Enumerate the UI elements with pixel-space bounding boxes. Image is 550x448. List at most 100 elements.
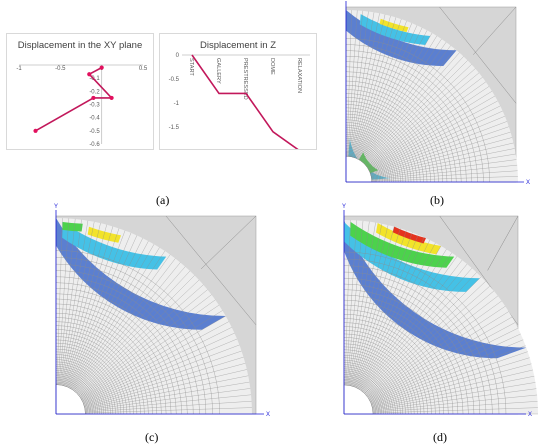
mesh-radial	[366, 81, 486, 168]
mesh-radial	[372, 363, 532, 407]
mesh-radial	[77, 279, 200, 395]
x-category-label: RELAXATION	[296, 58, 302, 93]
mesh-radial	[83, 338, 238, 403]
mesh-radial	[65, 228, 120, 387]
mesh-radial	[75, 270, 191, 393]
mesh-radial	[85, 401, 252, 413]
x-tick-label: 0.5	[139, 66, 148, 72]
mesh-radial	[372, 369, 533, 408]
fem-mesh-d: XY	[342, 204, 538, 418]
z-chart-plot: 0-0.5-1-1.5-2-2.5STARTGALLERYPRESTRESSED…	[169, 53, 310, 149]
mesh-radial	[362, 263, 468, 392]
mesh-radial	[367, 300, 502, 398]
mesh-radial	[371, 351, 528, 405]
mesh-radial	[373, 407, 538, 414]
xy-series-line	[35, 66, 114, 132]
mesh-radial	[84, 356, 244, 406]
mesh-radial	[85, 394, 252, 412]
mesh-radial	[363, 56, 464, 164]
mesh-radial	[360, 256, 458, 391]
outer-boundary-line	[439, 6, 517, 104]
mesh-radial	[69, 241, 149, 389]
mesh-radial	[79, 294, 212, 397]
mesh-radial	[371, 345, 526, 404]
contour-band	[56, 218, 226, 330]
y-tick-label: -0.6	[89, 142, 100, 148]
mesh-radial	[81, 321, 229, 401]
mesh-radial	[368, 100, 498, 170]
xy-chart-plot: -1-0.500.5-0.1-0.2-0.3-0.4-0.5-0.6	[16, 64, 148, 148]
x-axis-label: X	[528, 412, 532, 418]
mesh-radial	[369, 116, 505, 173]
x-axis-label: X	[266, 412, 270, 418]
mesh-radial	[351, 226, 395, 386]
mesh-radial	[83, 350, 242, 405]
mesh-radial	[364, 60, 468, 164]
diagonal-line	[200, 215, 257, 270]
mesh-radial	[344, 220, 351, 385]
mesh-radial	[371, 176, 518, 182]
mesh-radial	[61, 221, 95, 386]
mesh-radial	[365, 285, 490, 395]
x-category-label: DOME	[269, 58, 275, 75]
mesh-radial	[346, 220, 364, 386]
mesh-radial	[358, 32, 433, 160]
mesh-radial	[370, 131, 511, 175]
contour-band	[87, 226, 122, 243]
y-axis-label: Y	[342, 204, 346, 210]
mesh-radial	[359, 35, 437, 161]
mesh-radial	[348, 10, 364, 157]
mesh-radial	[370, 126, 509, 174]
y-tick-label: 0	[176, 53, 180, 59]
mesh-radial	[84, 363, 246, 407]
mesh-radial	[357, 27, 423, 159]
mesh-radial	[354, 234, 419, 388]
mesh-radial	[73, 254, 171, 391]
mesh-radial	[371, 164, 518, 180]
mesh-radial	[370, 121, 508, 174]
mesh-radial	[354, 19, 402, 158]
mesh-radial	[371, 153, 516, 178]
diagonal-line	[487, 215, 519, 271]
mesh-radial	[368, 311, 509, 399]
mesh-radial	[82, 327, 232, 402]
mesh-radial	[71, 247, 160, 390]
contour-band	[344, 221, 480, 292]
contour-band	[62, 222, 167, 270]
mesh-radial	[80, 310, 223, 399]
caption-d: (d)	[433, 430, 447, 444]
caption-a: (a)	[156, 193, 170, 207]
mesh-radial	[80, 304, 220, 398]
xy-data-point	[109, 95, 114, 101]
mesh-radial	[363, 268, 473, 393]
mesh-radial	[353, 230, 407, 387]
z-displacement-chart: Displacement in Z 0-0.5-1-1.5-2-2.5START…	[159, 33, 317, 150]
mesh-radial	[85, 388, 251, 411]
contour-band	[379, 18, 409, 33]
mesh-radial	[365, 68, 476, 166]
mesh-radial	[347, 10, 358, 157]
mesh-radial	[362, 48, 456, 163]
mesh-radial	[363, 272, 477, 393]
mesh-radial	[369, 316, 513, 400]
mesh-radial	[368, 95, 496, 170]
mesh-radial	[63, 224, 107, 386]
mesh-radial	[67, 235, 138, 388]
mesh-radial	[350, 225, 389, 386]
mesh-radial	[352, 228, 401, 387]
xy-displacement-chart: Displacement in the XY plane -1-0.500.5-…	[6, 33, 154, 150]
y-tick-label: -0.2	[89, 89, 100, 95]
z-series-line	[191, 54, 299, 149]
mesh-radial	[370, 339, 524, 404]
mesh-radial	[349, 11, 369, 157]
mesh-radial	[351, 14, 386, 157]
y-tick-label: -1	[174, 101, 180, 107]
mesh-radial	[64, 226, 114, 386]
x-tick-label: -1	[16, 66, 22, 72]
mesh-radial	[369, 322, 516, 401]
mesh-radial	[369, 105, 501, 171]
fem-mesh-b: XY	[344, 0, 530, 186]
mesh-radial	[70, 244, 155, 389]
mesh-radial	[345, 220, 357, 385]
mesh-radial	[356, 25, 418, 159]
